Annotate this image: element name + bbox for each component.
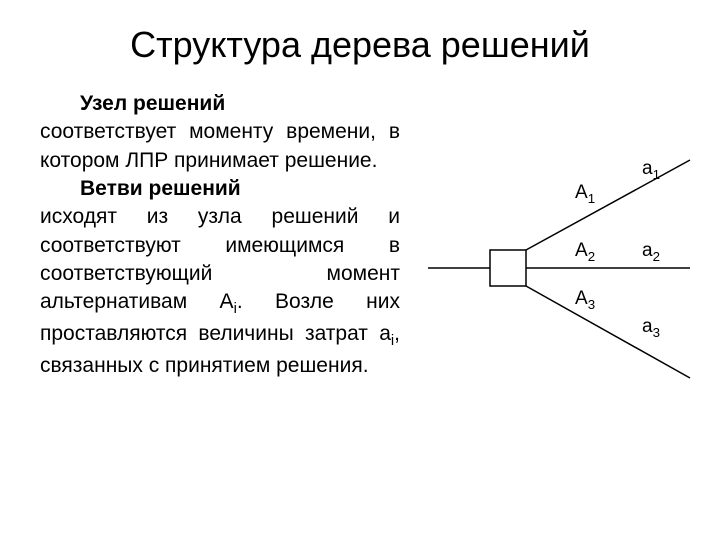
- branch-label-2: A2: [575, 240, 595, 264]
- decision-node: [490, 250, 526, 286]
- branch-cost-3: a3: [642, 316, 660, 340]
- paragraph-1: Узел решений: [40, 90, 400, 118]
- paragraph-2-rest: исходят из узла решений и соответствуют …: [40, 203, 400, 380]
- branch-cost-2: a2: [642, 240, 660, 264]
- decision-tree-diagram: A1 A2 A3 a1 a2 a3: [420, 130, 700, 390]
- branch-label-3: A3: [575, 288, 595, 312]
- branch-label-1: A1: [575, 182, 595, 206]
- body-text: Узел решений соответствует моменту време…: [40, 90, 400, 381]
- paragraph-2: Ветви решений: [40, 175, 400, 203]
- branch-1: [526, 160, 690, 250]
- paragraph-1-rest: соответствует моменту времени, в котором…: [40, 118, 400, 175]
- branch-cost-1: a1: [642, 158, 660, 182]
- term-branches: Ветви решений: [80, 177, 241, 200]
- term-node: Узел решений: [80, 92, 225, 115]
- page-title: Структура дерева решений: [0, 24, 720, 66]
- branch-3: [526, 286, 690, 378]
